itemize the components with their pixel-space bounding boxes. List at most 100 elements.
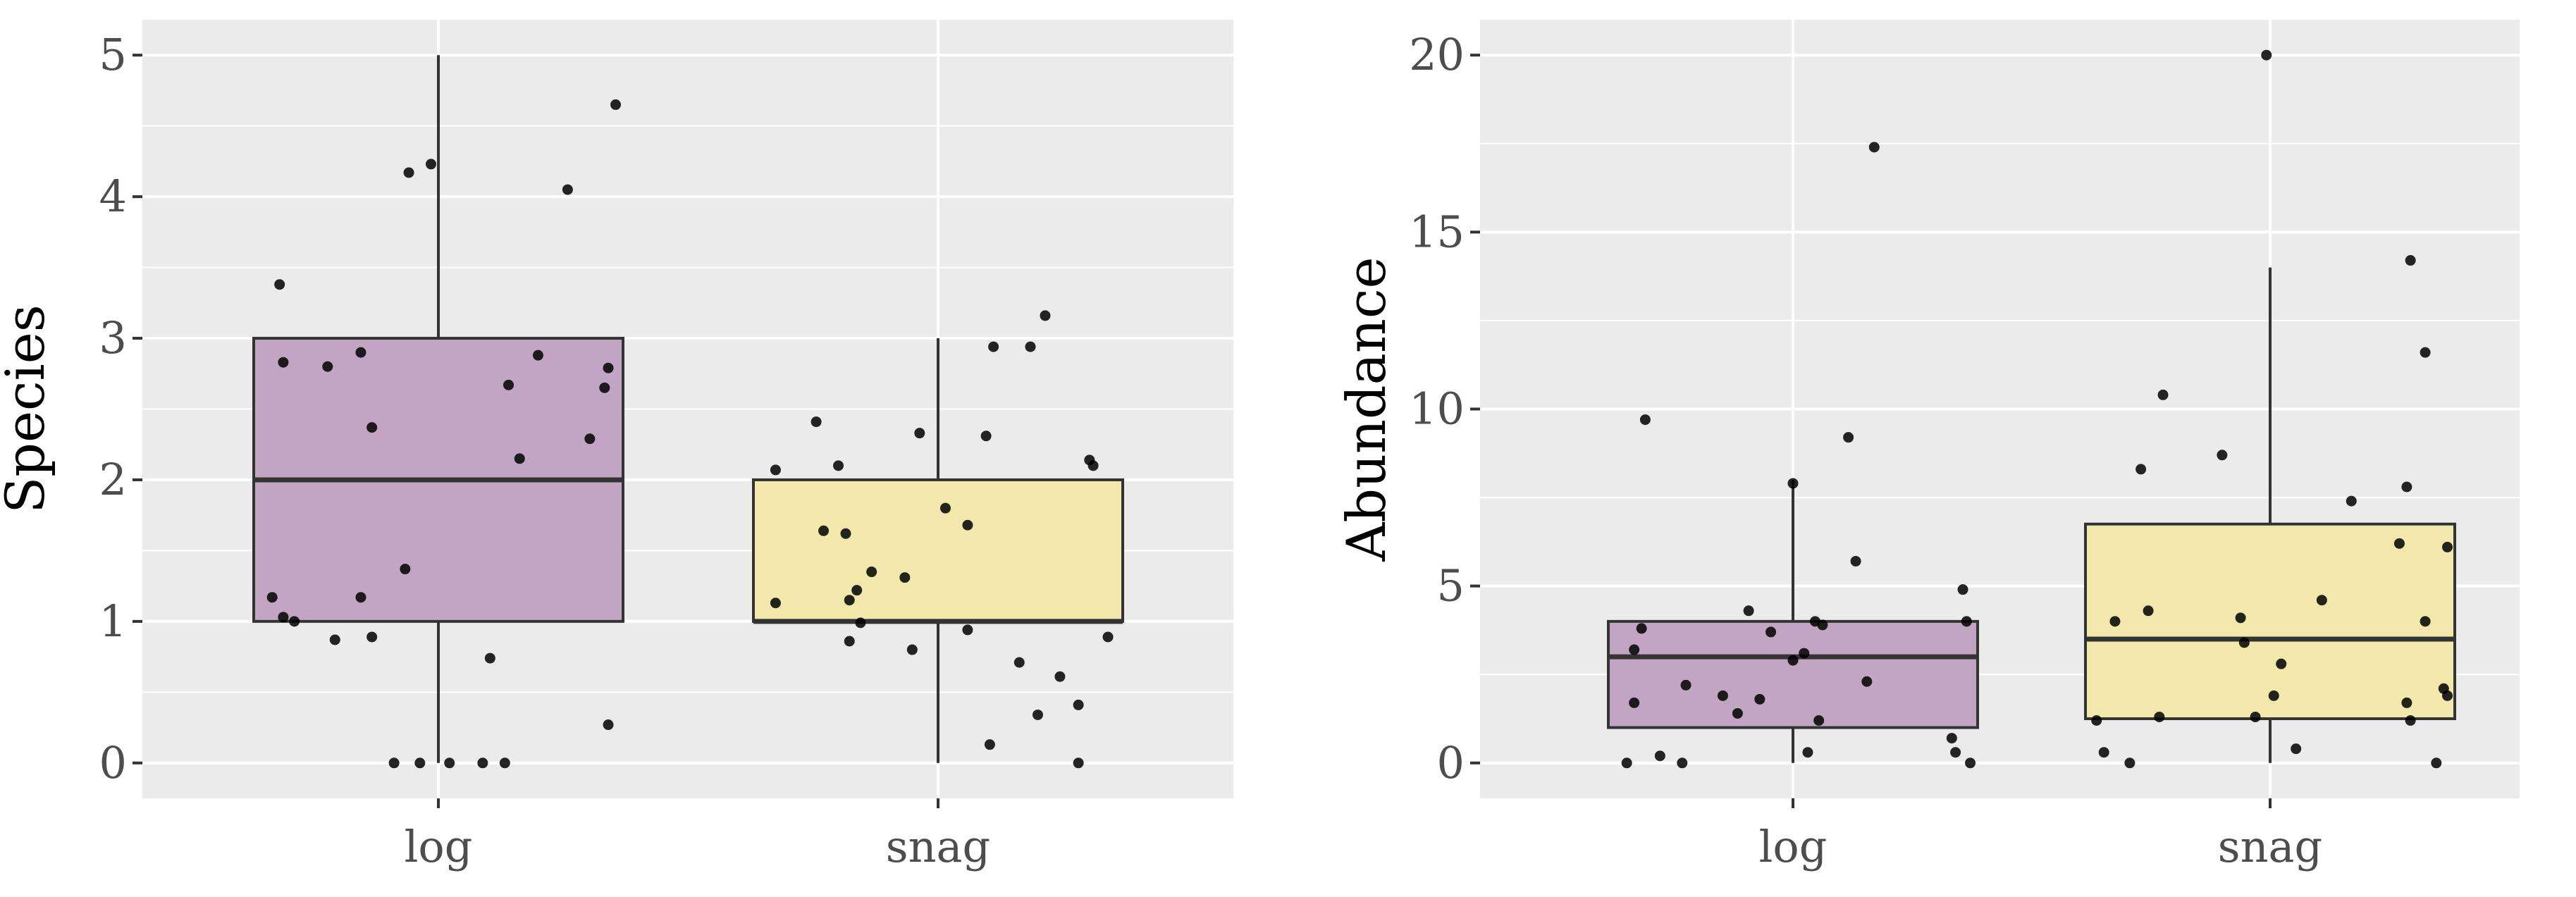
species-snag-data-point [906,644,918,655]
abundance-log-data-point [1732,707,1743,719]
abundance-x-tick-label-snag: snag [2218,821,2322,872]
abundance-log-data-point [1654,750,1665,762]
species-snag-data-point [770,598,781,609]
species-snag-data-point [844,636,855,647]
abundance-log-data-point [1639,414,1651,426]
species-log-data-point [366,422,378,433]
abundance-snag-data-point [2316,595,2327,606]
species-snag-data-point [899,572,911,583]
abundance-y-tick-label: 20 [1409,29,1465,80]
abundance-snag-data-point [2136,464,2147,475]
species-log-data-point [400,564,411,575]
abundance-snag-data-point [2442,690,2453,701]
abundance-snag-data-point [2401,697,2412,708]
species-log-data-point [274,279,285,290]
species-y-tick-label: 3 [99,312,127,364]
abundance-snag-data-point [2431,757,2442,769]
species-snag-data-point [844,595,855,606]
species-snag-data-point [855,617,866,629]
abundance-log-data-point [1629,644,1640,655]
species-snag-data-point [770,464,781,476]
abundance-log-data-point [1965,757,1976,769]
species-log-data-point [366,631,378,643]
abundance-x-tick-label-log: log [1759,821,1828,872]
abundance-snag-data-point [2124,757,2136,769]
abundance-log-data-point [1787,655,1799,666]
species-log-data-point [532,349,543,361]
abundance-snag-data-point [2157,389,2169,400]
species-snag-data-point [1054,671,1066,682]
abundance-snag-data-point [2154,711,2165,722]
species-log-data-point [355,347,366,358]
abundance-snag-data-point [2268,690,2279,701]
abundance-log-data-point [1754,693,1765,705]
abundance-log-data-point [1629,697,1640,708]
species-snag-data-point [866,567,877,578]
abundance-snag-data-point [2098,747,2109,758]
species-snag-data-point [851,585,863,596]
species-snag-data-point [1032,709,1043,720]
abundance-snag-data-point [2393,538,2405,549]
abundance-snag-data-point [2420,616,2431,627]
species-log-data-point [289,616,300,627]
species-log-data-point [403,167,414,178]
species-log-data-point [603,719,614,731]
abundance-snag-data-point [2442,541,2453,552]
abundance-snag-data-point [2346,495,2357,507]
species-x-tick-label-snag: snag [886,821,990,872]
species-snag-data-point [811,416,822,428]
species-log-data-point [322,361,333,372]
species-log-data-point [388,757,400,769]
abundance-snag-data-point [2420,347,2431,358]
species-log-data-point [444,757,455,769]
species-log-data-point [329,634,340,645]
species-snag-data-point [818,525,830,536]
abundance-y-tick-label: 0 [1437,737,1465,788]
species-log-data-point [610,99,622,111]
abundance-snag-data-point [2250,711,2261,722]
abundance-boxplot-panel: 0 5 10 15 20 log snag Abundance [1335,20,2520,872]
abundance-snag-data-point [2291,743,2302,755]
abundance-snag-data-point [2238,637,2250,648]
species-snag-data-point [980,431,992,442]
species-snag-data-point [962,519,973,531]
abundance-snag-data-point [2401,481,2412,493]
abundance-log-data-point [1787,478,1799,489]
abundance-snag-data-point [2143,605,2154,617]
abundance-log-data-point [1743,605,1754,617]
abundance-snag-data-point [2109,616,2121,627]
abundance-log-data-point [1817,619,1828,631]
abundance-snag-data-point [2091,715,2102,726]
abundance-log-data-point [1961,616,1972,627]
abundance-snag-data-point [2276,658,2287,669]
species-log-data-point [278,612,289,623]
species-snag-data-point [1013,657,1025,668]
species-log-data-point [355,592,366,603]
species-log-data-point [503,379,514,390]
species-log-data-point [599,382,610,393]
species-snag-data-point [1102,631,1114,643]
species-log-data-point [477,757,488,769]
species-snag-data-point [833,460,844,471]
species-log-data-point [266,592,278,603]
species-log-data-point [514,453,525,464]
abundance-y-tick-label: 10 [1409,383,1465,435]
species-log-data-point [278,357,289,368]
abundance-log-data-point [1868,142,1880,153]
abundance-log-data-point [1680,679,1691,691]
species-snag-data-point [962,624,973,636]
species-snag-data-point [1087,460,1099,471]
species-y-axis-title: Species [0,304,56,514]
abundance-log-data-point [1843,432,1854,443]
species-snag-data-point [984,739,995,750]
species-log-data-point [426,159,437,170]
species-snag-data-point [1073,699,1084,710]
abundance-log-data-point [1850,555,1861,567]
species-log-data-point [484,652,495,664]
abundance-log-data-point [1957,584,1968,595]
species-log-data-point [499,757,510,769]
species-snag-data-point [1025,341,1036,352]
abundance-y-axis-title: Abundance [1335,257,1398,562]
abundance-snag-data-point [2261,49,2272,61]
abundance-log-data-point [1802,747,1813,758]
